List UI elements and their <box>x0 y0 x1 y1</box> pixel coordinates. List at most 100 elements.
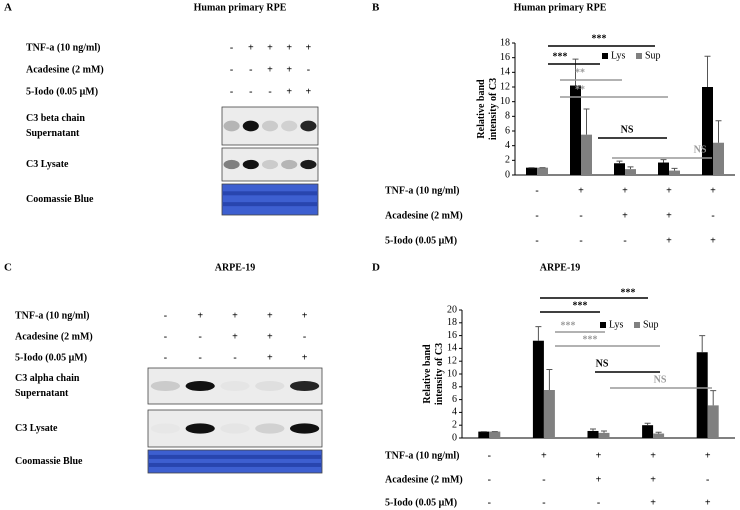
condition-sign: - <box>542 497 545 508</box>
error-bar <box>710 390 717 406</box>
blot-label: C3 Lysate <box>26 159 69 170</box>
condition-label: 5-Iodo (0.05 μM) <box>26 86 98 97</box>
panel-letter: B <box>372 2 380 14</box>
bar <box>532 340 544 438</box>
y-tick-label: 0 <box>452 432 457 443</box>
condition-label: Acadesine (2 mM) <box>385 474 463 485</box>
bar <box>581 134 592 175</box>
significance-label: NS <box>596 358 609 369</box>
bar <box>614 163 625 175</box>
significance-label: *** <box>573 300 588 311</box>
coomassie-stripe <box>223 191 317 196</box>
significance-label: NS <box>621 124 634 135</box>
panel-title: Human primary RPE <box>194 2 287 13</box>
significance-label: NS <box>654 374 667 385</box>
condition-sign: + <box>302 310 308 321</box>
significance-label: *** <box>561 320 576 331</box>
condition-sign: - <box>711 210 714 221</box>
legend-swatch <box>602 53 608 59</box>
y-tick-label: 16 <box>447 330 457 341</box>
condition-sign: - <box>230 42 233 53</box>
panel-title: ARPE-19 <box>215 262 256 273</box>
y-tick-label: 18 <box>447 317 457 328</box>
condition-sign: - <box>199 331 202 342</box>
condition-sign: - <box>488 497 491 508</box>
condition-sign: - <box>623 235 626 246</box>
bar <box>713 142 724 175</box>
condition-sign: + <box>267 64 273 75</box>
y-tick-label: 10 <box>447 368 457 379</box>
legend-label: Lys <box>611 50 626 61</box>
blot-label: Supernatant <box>26 128 80 139</box>
blot-band <box>255 380 285 392</box>
y-tick-label: 8 <box>505 111 510 122</box>
y-axis-label: Relative bandintensity of C3 <box>476 78 499 140</box>
coomassie-blot <box>147 449 323 474</box>
bar <box>570 85 581 175</box>
y-axis-label-line: Relative band <box>422 344 433 404</box>
condition-sign: + <box>622 185 628 196</box>
condition-sign: + <box>650 474 656 485</box>
blot-band <box>255 423 285 434</box>
panel-letter: A <box>4 2 12 14</box>
blot-label: C3 Lysate <box>15 423 58 434</box>
condition-sign: + <box>306 42 312 53</box>
condition-sign: + <box>232 310 238 321</box>
y-tick-label: 14 <box>500 67 510 78</box>
condition-sign: + <box>232 331 238 342</box>
blot-band <box>242 120 259 132</box>
condition-sign: + <box>302 352 308 363</box>
significance-label: ** <box>575 84 585 95</box>
legend-swatch <box>634 322 640 328</box>
condition-sign: + <box>248 42 254 53</box>
condition-sign: + <box>596 450 602 461</box>
condition-sign: + <box>710 185 716 196</box>
y-axis-label-line: intensity of C3 <box>434 343 445 405</box>
condition-sign: - <box>488 450 491 461</box>
bar <box>526 167 537 175</box>
condition-sign: + <box>267 42 273 53</box>
y-tick-label: 0 <box>505 169 510 180</box>
significance-label: *** <box>583 334 598 345</box>
condition-label: TNF-a (10 ng/ml) <box>26 42 100 53</box>
error-bar <box>715 120 722 143</box>
y-tick-label: 2 <box>452 419 457 430</box>
blot-band <box>151 423 180 433</box>
bar <box>653 433 665 438</box>
blot-band <box>220 381 249 391</box>
condition-label: TNF-a (10 ng/ml) <box>385 450 459 461</box>
panel-letter: C <box>4 262 12 274</box>
blot-band <box>242 159 259 170</box>
condition-sign: + <box>666 185 672 196</box>
condition-sign: + <box>306 86 312 97</box>
condition-sign: - <box>542 474 545 485</box>
error-bar <box>644 422 651 426</box>
condition-sign: + <box>650 450 656 461</box>
error-bar <box>616 160 623 164</box>
y-tick-label: 18 <box>500 37 510 48</box>
condition-sign: + <box>541 450 547 461</box>
blot-label: C3 alpha chain <box>15 373 80 384</box>
panel-letter: D <box>372 262 380 274</box>
blot-band <box>289 423 320 434</box>
bar <box>625 169 636 175</box>
coomassie-stripe <box>149 462 321 467</box>
condition-label: TNF-a (10 ng/ml) <box>385 185 459 196</box>
significance-label: *** <box>592 33 607 44</box>
bar <box>642 425 654 438</box>
condition-sign: + <box>710 235 716 246</box>
condition-sign: - <box>579 210 582 221</box>
condition-sign: + <box>705 450 711 461</box>
significance-label: ** <box>575 67 585 78</box>
blot-band <box>281 159 298 170</box>
coomassie-stripe <box>223 202 317 207</box>
error-bar <box>546 369 553 390</box>
blot-label: Supernatant <box>15 388 69 399</box>
y-tick-label: 4 <box>505 140 510 151</box>
error-bar <box>601 430 607 433</box>
condition-sign: - <box>249 64 252 75</box>
legend-label: Lys <box>609 319 624 330</box>
blot-band <box>261 159 279 170</box>
y-tick-label: 12 <box>447 355 457 366</box>
legend-swatch <box>600 322 606 328</box>
